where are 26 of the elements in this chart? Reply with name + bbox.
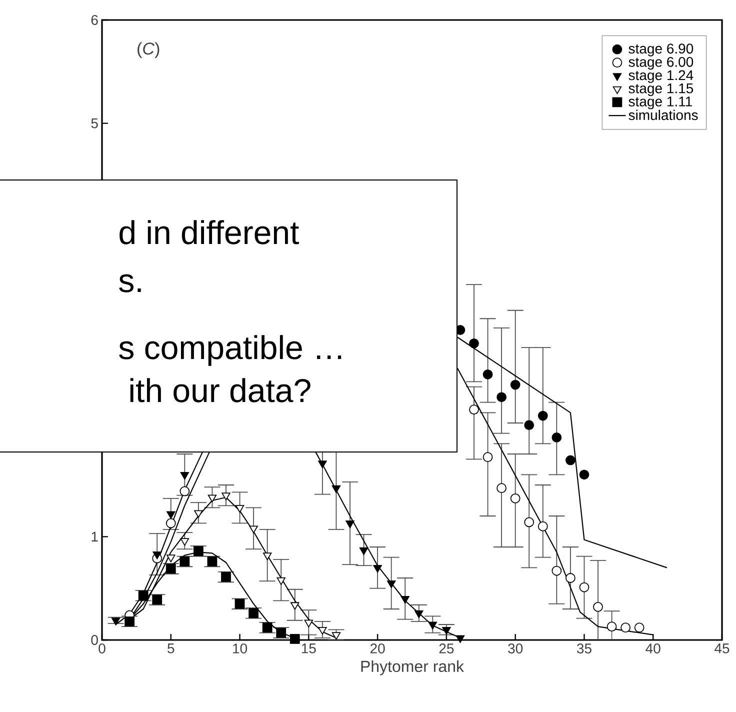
legend-label: stage 6.00: [628, 56, 694, 70]
x-tick-label: 0: [98, 644, 106, 654]
legend-label: stage 1.24: [628, 70, 694, 83]
x-tick-label: 5: [168, 644, 174, 654]
y-tick-label: 0: [91, 635, 98, 645]
annotation: ith our data?: [130, 378, 310, 402]
y-tick-label: 1: [92, 532, 98, 542]
y-tick-label: 6: [91, 15, 98, 25]
x-tick-label: 15: [302, 644, 316, 654]
x-tick-label: 45: [714, 644, 730, 654]
x-tick-label: 35: [576, 644, 592, 654]
legend-label: stage 1.11: [628, 96, 692, 110]
annotation: (C): [138, 42, 160, 58]
x-axis-title: Phytomer rank: [361, 660, 464, 676]
annotation: s compatible …: [119, 335, 342, 366]
y-tick-label: 5: [91, 118, 98, 128]
x-tick-label: 40: [646, 644, 660, 654]
x-tick-label: 20: [370, 644, 385, 654]
x-tick-label: 25: [439, 644, 454, 654]
x-tick-label: 10: [233, 644, 248, 654]
legend-label: simulations: [628, 110, 698, 120]
legend-label: stage 1.15: [628, 84, 694, 96]
annotation: d in different: [120, 220, 299, 244]
annotation: s.: [119, 274, 141, 292]
x-tick-label: 30: [508, 644, 523, 654]
legend-label: stage 6.90: [628, 44, 694, 56]
